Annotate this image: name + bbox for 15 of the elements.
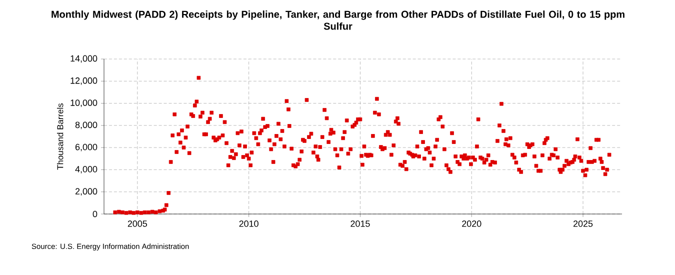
x-tick-label: 2015 <box>350 220 370 227</box>
x-tick-label: 2025 <box>573 220 593 227</box>
y-tick-label: 0 <box>92 210 98 218</box>
y-axis-title: Thousand Barrels <box>56 103 64 170</box>
y-tick-label: 6,000 <box>75 144 98 152</box>
y-tick-label: 10,000 <box>70 100 98 107</box>
x-tick-label: 2010 <box>239 220 258 227</box>
y-tick-label: 12,000 <box>70 77 98 85</box>
y-tick-label: 2,000 <box>75 188 98 196</box>
x-tick-label: 2005 <box>128 220 148 227</box>
y-tick-label: 14,000 <box>70 55 98 63</box>
y-tick-label: 4,000 <box>75 166 98 174</box>
chart-title: Monthly Midwest (PADD 2) Receipts by Pipeline, Tanker, and Barge from Other PADDs of Distillate Fuel Oil, 0 to 15 ppm Sulfur <box>52 10 624 30</box>
y-tick-label: 8,000 <box>75 122 98 130</box>
x-tick-label: 2020 <box>462 220 482 227</box>
